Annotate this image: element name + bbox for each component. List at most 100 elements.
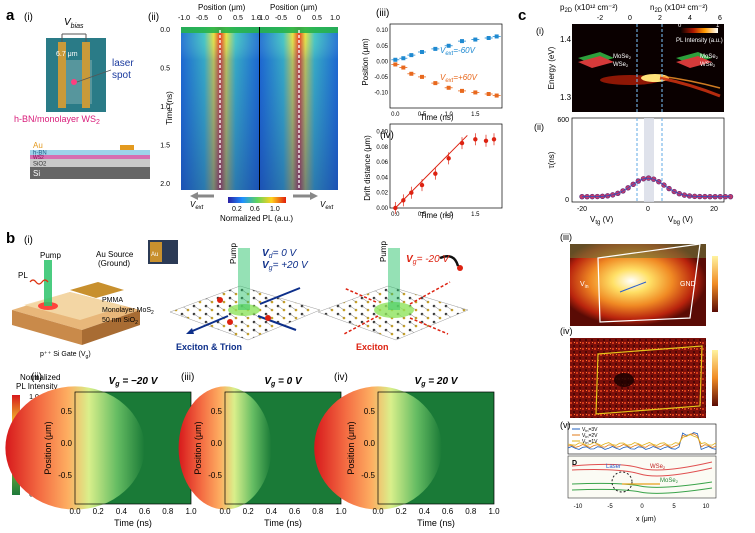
c-v-legend-var: V [582, 427, 586, 433]
b-map-sub: (iii) [181, 372, 194, 383]
b-map-sub: (ii) [31, 372, 42, 383]
a-ii-xtick-left: -0.5 [196, 15, 208, 22]
a-iv-point [459, 140, 465, 146]
c-v-trace [567, 434, 717, 446]
a-ii-yticks: 0.0 0.5 1.0 1.5 2.0 [160, 27, 170, 188]
a-ii-xtick-left: 1.0 [251, 15, 261, 22]
b-map-title-var: V [264, 376, 272, 387]
a-iii-xlabel: Time (ns) [420, 113, 454, 122]
laser-label: laser [112, 58, 134, 69]
c-v-xtick: 5 [672, 504, 676, 510]
c-v-legend-val: =3V [588, 427, 598, 433]
c-ii-xlabel-left: Vtg (V) [590, 215, 614, 226]
c-i-cbar-hi: 1 [716, 23, 720, 29]
b-map-xtick: 0.0 [69, 507, 81, 516]
layer-sio2: SiO2 [33, 162, 47, 168]
device-caption: h-BN/monolayer WS2 [14, 114, 100, 126]
c-i-top-tick: -2 [597, 15, 603, 22]
panel-a-iv-sub: (iv) [380, 130, 394, 141]
a-iii-point-pos [486, 92, 491, 96]
a-ii-ytick: 0.5 [160, 66, 170, 73]
a-iv-point [491, 137, 497, 142]
c-i-top-ticks: -2 0 2 4 6 [597, 15, 722, 22]
panel-c-label: c [518, 7, 526, 24]
vext-left-label: Vext [190, 200, 204, 211]
b-map-ytick: -0.5 [58, 471, 72, 480]
legend-pos: Vext=+60V [440, 73, 478, 84]
c-ii-band [644, 118, 654, 202]
b-map-xtick: 0.4 [419, 507, 431, 516]
b-map-xtick: 1.0 [335, 507, 347, 516]
layer-ws2: WS2 [33, 155, 44, 161]
a-ii-ytick: 1.5 [160, 143, 170, 150]
c-v-xtick: 10 [703, 504, 710, 510]
c-ii-ytick: 0 [565, 197, 569, 204]
au-source-label: Au Source [96, 250, 134, 259]
a-iii-point-pos [409, 71, 414, 76]
sio2-label: 50 nm SiO2 [102, 317, 138, 326]
b-map-ytick: -0.5 [361, 471, 375, 480]
a-iv-xtick: 0.0 [391, 212, 400, 218]
c-top-right-label: n2D (x10¹² cm⁻²) [650, 3, 708, 14]
b-map-ylabel: Position (μm) [346, 421, 356, 474]
a-iv-ytick: 0.04 [376, 175, 388, 181]
a-iii-ytick: 0.00 [376, 59, 388, 65]
b-cbar-tick: 1.0 [29, 394, 39, 401]
laser-spot-marker [71, 79, 77, 85]
c-v-xtick: -10 [574, 504, 583, 510]
c-v-legend-sub: in [585, 428, 588, 433]
a-iii-ytick: -0.10 [374, 90, 388, 96]
a-ii-xtick-left: 0 [218, 15, 222, 22]
a-ii-ytick: 0.0 [160, 27, 170, 34]
a-iv-point [483, 138, 489, 143]
cbar-tick-2: 1.0 [270, 206, 280, 213]
b-map-xlabel: Time (ns) [114, 518, 152, 528]
a-iii-point-neg [409, 53, 414, 58]
b-map-xtick: 0.2 [396, 507, 408, 516]
a-ii-xtick-left: -1.0 [178, 15, 190, 22]
c-v-legend-entry: Vin=3V [582, 427, 598, 433]
c-v-legend-var: V [582, 433, 586, 439]
inset-au-label: Au [151, 252, 158, 258]
a-ii-cbar-label: Normalized PL (a.u.) [220, 214, 293, 223]
pump-label: Pump [40, 251, 61, 260]
a-iii-point-pos [460, 88, 464, 93]
c-v-legend-entry: Vin=1V [582, 439, 598, 445]
b-map-xtick: 0.4 [116, 507, 128, 516]
a-iii-point-pos [401, 65, 406, 70]
b-map-title-sub: g [114, 381, 120, 388]
a-iii-point-neg [401, 56, 406, 61]
b-map-ytick: 0.0 [211, 439, 223, 448]
b-map-xtick: 0.0 [219, 507, 231, 516]
c-ii-xlabel-right: Vbg (V) [668, 215, 693, 226]
b-map-ytick: 0.5 [364, 407, 376, 416]
c-v-legend-entry: Vin=2V [582, 433, 598, 439]
b-map-title: Vg = 20 V [415, 376, 459, 388]
a-ii-xticks-left: -1.0 -0.5 0 0.5 1.0 [178, 15, 261, 22]
a-iii-xtick: 1.5 [471, 112, 480, 118]
pmma-label: PMMA [102, 297, 123, 304]
c-v-xtick: -5 [607, 504, 613, 510]
b-map-xtick: 0.6 [139, 507, 151, 516]
spot-label: spot [112, 70, 131, 81]
a-ii-xtick-right: 0 [297, 15, 301, 22]
a-iii-point-neg [494, 34, 499, 39]
b-map-xtick: 0.0 [372, 507, 384, 516]
a-ii-xticks-right: -1.0 -0.5 0 0.5 1.0 [257, 15, 340, 22]
c-i-wse2-b: WSe2 [700, 62, 716, 68]
a-ii-ytick: 1.0 [160, 104, 170, 111]
b-map-title-val: = 20 V [425, 376, 458, 387]
b-map-xlabel: Time (ns) [417, 518, 455, 528]
c-v-legend-val: =2V [588, 433, 598, 439]
a-ii-xtick-left: 0.5 [233, 15, 243, 22]
b-map-ytick: 0.0 [61, 439, 73, 448]
a-iv-fit [394, 135, 468, 209]
b-map-xtick: 0.6 [442, 507, 454, 516]
b-map-title: Vg = −20 V [109, 376, 159, 388]
panel-b-i-sub: (i) [24, 235, 33, 246]
c-v-frame [567, 423, 717, 455]
b-cbar-title-2: PL Intensity [16, 382, 58, 391]
a-iii-ytick: -0.05 [374, 75, 388, 81]
